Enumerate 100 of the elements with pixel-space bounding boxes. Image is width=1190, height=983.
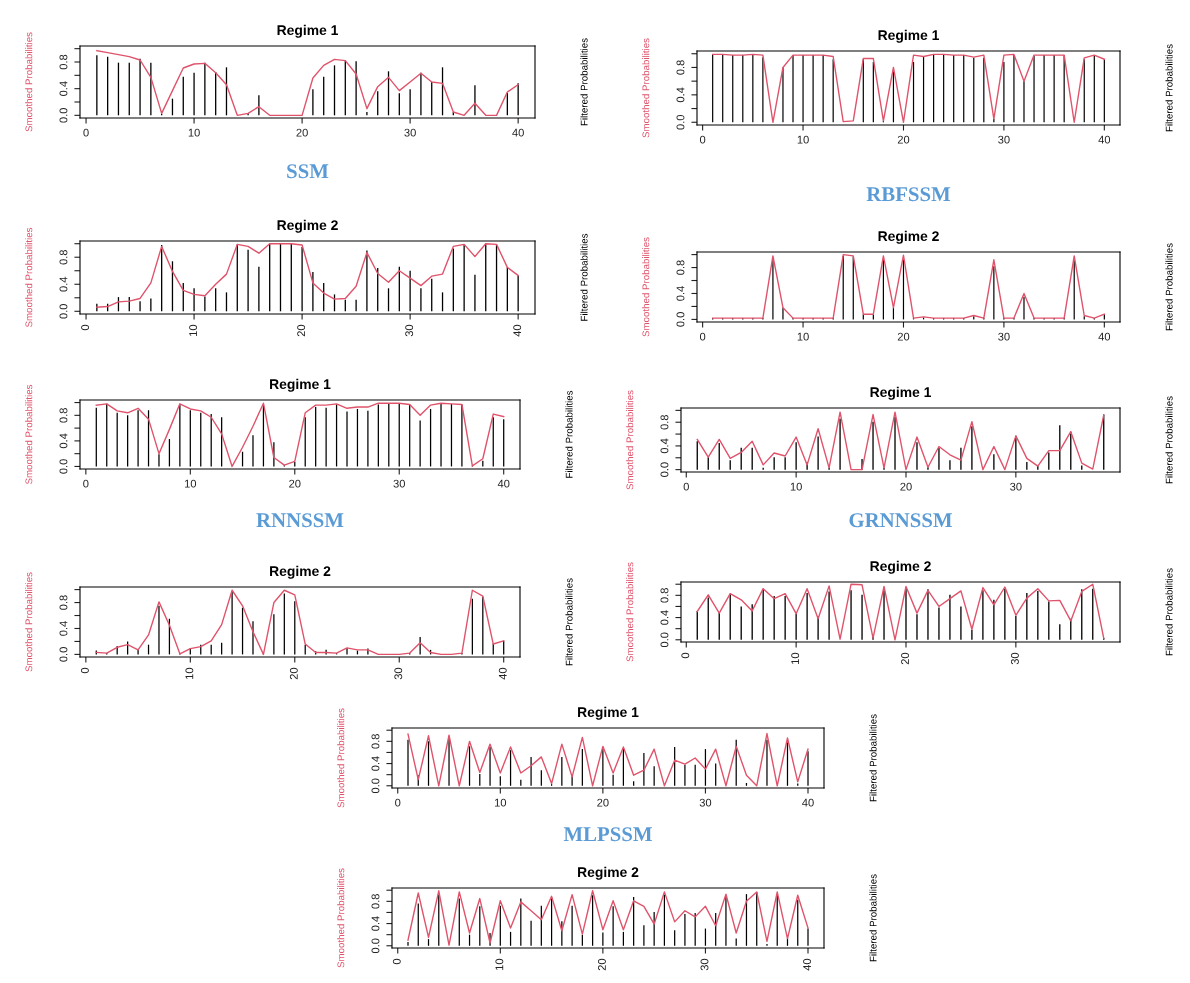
x-tick-label: 20 xyxy=(897,332,910,341)
text: MLPSSM xyxy=(563,827,652,842)
x-tick-label: 40 xyxy=(802,798,814,807)
chart-title: Regime 2 xyxy=(270,565,331,579)
x-tick-label: 40 xyxy=(803,958,811,971)
chart-title: Regime 2 xyxy=(578,866,639,880)
y-tick-label: 0.0 xyxy=(59,647,68,662)
y-tick-label: 0.8 xyxy=(59,54,68,70)
x-tick-label: 20 xyxy=(289,667,298,680)
x-tick-label: 30 xyxy=(700,958,709,971)
x-tick-label: 30 xyxy=(998,332,1010,341)
y-axis-title: Smoothed Probabilities xyxy=(25,227,33,328)
y-tick-label: 0.8 xyxy=(660,588,669,603)
y2-axis-title: Filtered Probabilities xyxy=(565,578,573,666)
x-tick-label: 40 xyxy=(497,479,510,488)
y-tick-label: 0.4 xyxy=(59,621,68,636)
x-tick-label: 20 xyxy=(289,479,301,488)
chart-title: Regime 1 xyxy=(270,378,331,392)
y-tick-label: 0.0 xyxy=(660,462,669,477)
x-tick-label: 20 xyxy=(897,135,910,144)
x-tick-label: 30 xyxy=(393,479,405,488)
x-tick-label: 10 xyxy=(188,128,200,137)
y2-axis-title: Filtered Probabilities xyxy=(1165,243,1173,331)
y-tick-label: 0.4 xyxy=(59,433,68,449)
x-tick-label: 10 xyxy=(790,482,802,491)
x-tick-label: 40 xyxy=(498,667,507,680)
y-axis-title: Smoothed Probabilities xyxy=(337,708,345,808)
y-tick-label: 0.8 xyxy=(371,734,380,749)
x-tick-label: 10 xyxy=(184,479,197,488)
text: RNNSSM xyxy=(256,513,344,528)
chart-title: Regime 2 xyxy=(878,230,939,244)
x-tick-label: 0 xyxy=(681,652,690,659)
chart-title: Regime 2 xyxy=(870,560,931,574)
y-tick-label: 0.8 xyxy=(59,595,68,610)
y2-axis-title: Filtered Probabilities xyxy=(1165,44,1173,132)
y-tick-label: 0.0 xyxy=(676,114,685,130)
x-tick-label: 30 xyxy=(1010,652,1019,665)
x-tick-label: 0 xyxy=(83,128,89,137)
y-tick-label: 0.4 xyxy=(660,438,669,454)
y-tick-label: 0.8 xyxy=(59,249,68,265)
y-tick-label: 0.4 xyxy=(371,916,380,931)
x-tick-label: 10 xyxy=(791,652,800,664)
text: RBFSSM xyxy=(866,187,951,202)
y-tick-label: 0.4 xyxy=(660,610,669,625)
y-tick-label: 0.8 xyxy=(676,260,685,275)
y-tick-label: 0.0 xyxy=(660,632,669,648)
y-tick-label: 0.0 xyxy=(59,304,68,319)
y-axis-title: Smoothed Probabilities xyxy=(642,237,650,337)
x-tick-label: 0 xyxy=(80,667,89,674)
y-tick-label: 0.0 xyxy=(59,459,68,474)
x-tick-label: 30 xyxy=(404,128,416,137)
chart-title: Regime 2 xyxy=(277,219,338,233)
x-tick-label: 0 xyxy=(83,479,89,488)
text: GRNNSSM xyxy=(849,513,952,528)
y-tick-label: 0.8 xyxy=(676,60,685,75)
y-tick-label: 0.4 xyxy=(59,81,68,96)
y-axis-title: Smoothed Probabilities xyxy=(25,32,33,132)
chart-title: Regime 1 xyxy=(578,706,639,720)
chart-title: Regime 1 xyxy=(277,24,338,38)
x-tick-label: 10 xyxy=(189,324,198,336)
y-tick-label: 0.8 xyxy=(59,408,68,423)
x-tick-label: 20 xyxy=(297,324,306,337)
chart-title: Regime 1 xyxy=(878,29,939,43)
y2-axis-title: Filtered Probabilities xyxy=(1165,396,1173,484)
y2-axis-title: Filtered Probabilities xyxy=(869,874,877,962)
x-tick-label: 30 xyxy=(699,798,712,807)
x-tick-label: 30 xyxy=(1010,482,1022,491)
y-axis-title: Smoothed Probabilities xyxy=(25,572,33,672)
x-tick-label: 40 xyxy=(1098,332,1111,341)
x-tick-label: 0 xyxy=(699,135,706,144)
y-tick-label: 0.0 xyxy=(59,108,68,123)
x-tick-label: 20 xyxy=(597,958,606,971)
x-tick-label: 20 xyxy=(901,652,909,665)
y-axis-title: Smoothed Probabilities xyxy=(337,868,345,968)
y-axis-title: Smoothed Probabilities xyxy=(626,390,634,490)
x-tick-label: 10 xyxy=(495,958,504,970)
x-tick-label: 30 xyxy=(405,324,414,337)
y2-axis-title: Filtered Probabilities xyxy=(580,233,588,321)
y-tick-label: 0.4 xyxy=(371,756,380,771)
y-axis-title: Smoothed Probabilities xyxy=(626,562,634,662)
x-tick-label: 10 xyxy=(494,798,507,807)
y-tick-label: 0.0 xyxy=(371,938,380,954)
text: SSM xyxy=(287,164,329,179)
x-tick-label: 0 xyxy=(81,324,90,331)
y-tick-label: 0.4 xyxy=(59,276,68,292)
chart-title: Regime 1 xyxy=(870,386,931,400)
y2-axis-title: Filtered Probabilities xyxy=(869,714,877,802)
y2-axis-title: Filtered Probabilities xyxy=(565,390,573,478)
x-tick-label: 40 xyxy=(513,324,522,337)
x-tick-label: 20 xyxy=(296,128,308,137)
y-tick-label: 0.8 xyxy=(660,414,669,430)
x-tick-label: 0 xyxy=(395,798,401,807)
x-tick-label: 30 xyxy=(998,135,1010,144)
y2-axis-title: Filtered Probabilities xyxy=(1165,568,1173,656)
x-tick-label: 30 xyxy=(394,667,403,680)
y-axis-title: Smoothed Probabilities xyxy=(642,38,650,138)
y-tick-label: 0.8 xyxy=(371,894,380,909)
x-tick-label: 20 xyxy=(900,482,912,491)
x-tick-label: 0 xyxy=(683,482,689,491)
x-tick-label: 0 xyxy=(699,332,706,341)
